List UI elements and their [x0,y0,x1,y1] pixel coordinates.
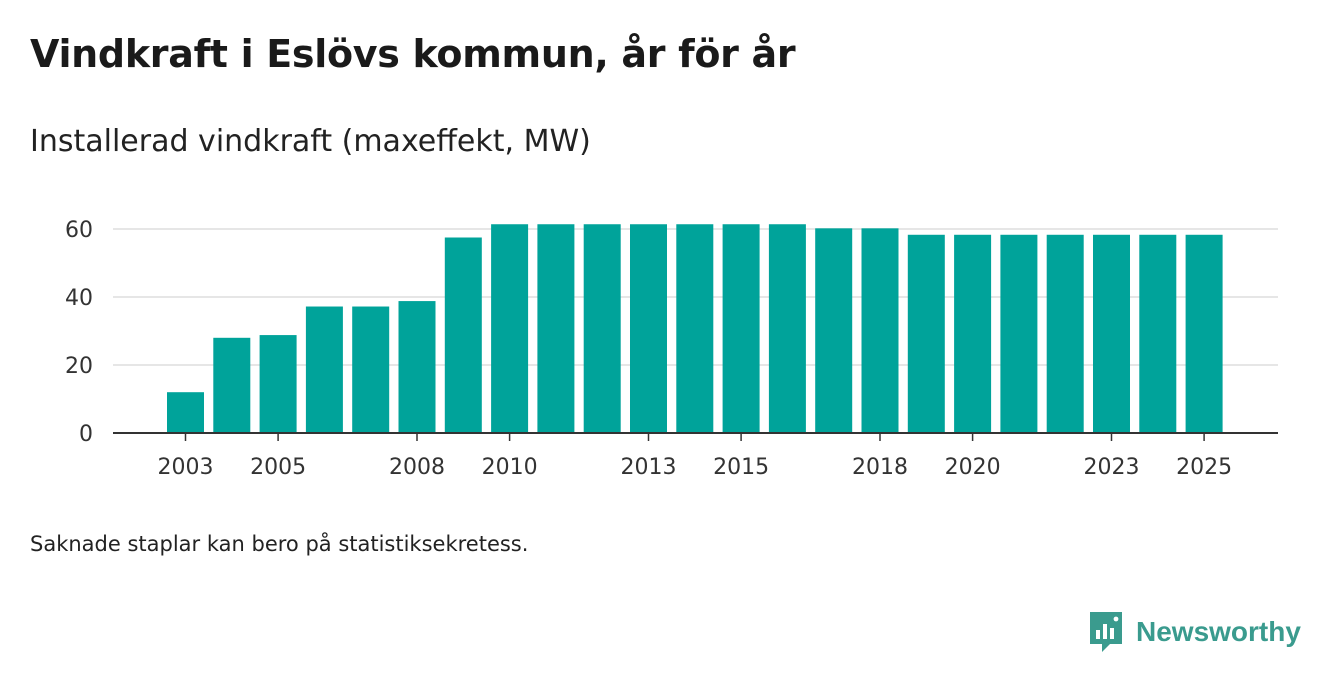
x-tick-label: 2023 [1084,455,1140,480]
bars [167,224,1223,433]
bar-2019 [907,234,945,433]
bar-2016 [768,224,806,433]
x-ticks: 2003 2005 2008 2010 2013 2015 2018 2020 2023 2025 [158,433,1232,480]
bar-2012 [583,224,621,433]
x-tick-label: 2005 [250,455,306,480]
bar-2023 [1093,234,1130,433]
bar-2022 [1046,234,1084,433]
bar-2008 [398,301,436,433]
chart-subtitle: Installerad vindkraft (maxeffekt, MW) [30,124,591,159]
x-tick-label: 2013 [621,455,677,480]
x-tick-label: 2008 [389,455,445,480]
x-tick-label: 2015 [713,455,769,480]
bar-2004 [213,337,251,433]
x-tick-label: 2003 [158,455,214,480]
bar-2017 [815,228,853,433]
brand-name: Newsworthy [1136,616,1301,647]
x-tick-label: 2025 [1176,455,1232,480]
y-tick-label: 20 [65,354,93,379]
bar-2005 [259,335,297,433]
bar-2025 [1185,234,1223,433]
bar-2015 [722,224,760,433]
y-tick-label: 60 [65,218,93,243]
bar-2010 [491,224,529,433]
bar-2003 [167,392,204,433]
bar-2009 [444,237,482,433]
bar-2007 [352,306,390,433]
bar-2014 [676,224,714,433]
y-tick-label: 40 [65,286,93,311]
brand-logo[interactable]: Newsworthy [1088,610,1301,654]
bar-2021 [1000,234,1038,433]
x-tick-label: 2020 [945,455,1001,480]
x-tick-label: 2010 [482,455,538,480]
bar-2011 [537,224,575,433]
newsworthy-logo-icon [1090,612,1122,652]
y-tick-label: 0 [79,422,93,447]
bar-2024 [1139,234,1177,433]
bar-2013 [630,224,667,433]
chart-title: Vindkraft i Eslövs kommun, år för år [30,32,796,76]
bar-2018 [861,228,899,433]
y-tick-labels: 0 20 40 60 [65,218,93,447]
x-tick-label: 2018 [852,455,908,480]
bar-2006 [305,306,343,433]
footnote: Saknade staplar kan bero på statistiksek… [30,532,529,556]
bar-2020 [954,234,992,433]
